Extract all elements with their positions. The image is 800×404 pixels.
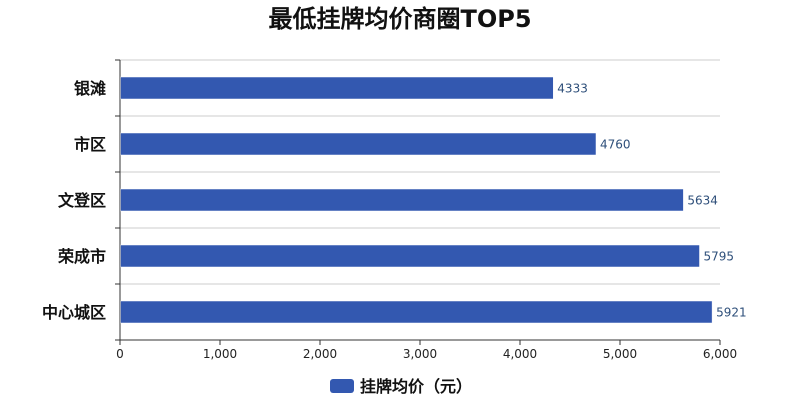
x-tick-label: 5,000 [603,347,637,361]
bars [120,76,713,324]
bar [120,76,554,100]
bar [120,300,713,324]
x-tick-label: 0 [116,347,124,361]
x-tick-label: 6,000 [703,347,737,361]
labels: 0 1,000 2,000 3,000 4,000 5,000 6,000 银滩 4333 市区 4… [42,79,747,361]
value-label: 5921 [716,306,747,320]
bar [120,132,597,156]
x-tick-label: 1,000 [203,347,237,361]
legend-label: 挂牌均价（元） [360,377,472,396]
x-tick-label: 2,000 [303,347,337,361]
legend-swatch [330,379,354,393]
value-label: 4333 [557,82,588,96]
legend[interactable]: 挂牌均价（元） [330,377,472,396]
category-label: 中心城区 [42,303,106,322]
x-tick-label: 4,000 [503,347,537,361]
value-label: 5795 [704,250,735,264]
x-tick-label: 3,000 [403,347,437,361]
category-label: 荣成市 [57,247,106,266]
value-label: 4760 [600,138,631,152]
axes [115,59,721,345]
category-label: 文登区 [58,191,106,210]
category-label: 银滩 [74,79,106,98]
bar [120,188,684,212]
value-label: 5634 [687,194,718,208]
bar [120,244,700,268]
chart-title: 最低挂牌均价商圈TOP5 [268,5,531,33]
category-label: 市区 [74,135,106,154]
